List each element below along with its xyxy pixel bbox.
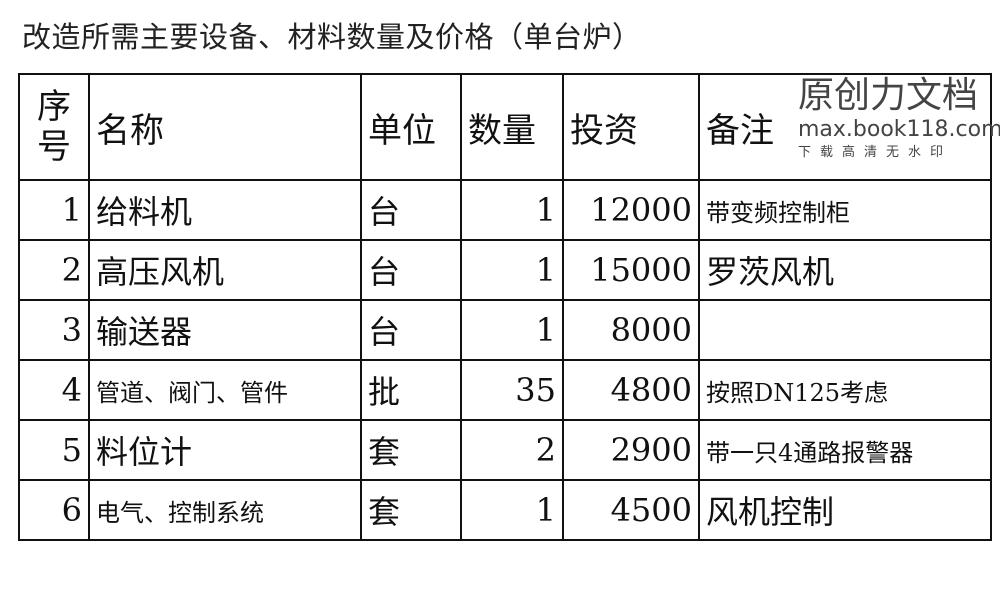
cell-note: 风机控制 (698, 479, 992, 541)
cell-name: 电气、控制系统 (88, 479, 362, 541)
cell-unit: 台 (360, 239, 462, 301)
cell-invest: 4500 (562, 479, 700, 541)
cell-note: 罗茨风机 (698, 239, 992, 301)
cell-invest: 15000 (562, 239, 700, 301)
cell-invest: 2900 (562, 419, 700, 481)
cell-seq: 5 (18, 419, 90, 481)
cell-note (698, 299, 992, 361)
cell-name: 输送器 (88, 299, 362, 361)
cell-unit: 台 (360, 299, 462, 361)
watermark-logo: 原创力文档 max.book118.com 下载高清无水印 (798, 75, 1000, 160)
header-note: 备注 (698, 73, 992, 181)
cell-unit: 套 (360, 479, 462, 541)
cell-qty: 1 (460, 179, 564, 241)
header-invest: 投资 (562, 73, 700, 181)
header-qty: 数量 (460, 73, 564, 181)
cell-seq: 3 (18, 299, 90, 361)
table-row: 4 管道、阀门、管件批 35 4800 按照DN125考虑 (18, 359, 992, 421)
cell-name: 高压风机 (88, 239, 362, 301)
cell-name: 给料机 (88, 179, 362, 241)
table-row: 6 电气、控制系统套 1 4500 风机控制 (18, 479, 992, 541)
cell-qty: 35 (460, 359, 564, 421)
cell-note: 按照DN125考虑 (698, 359, 992, 421)
cell-unit: 批 (360, 359, 462, 421)
table-row: 2 高压风机台 1 15000 罗茨风机 (18, 239, 992, 301)
cell-qty: 1 (460, 299, 564, 361)
header-seq: 序号 (18, 73, 90, 181)
cell-unit: 套 (360, 419, 462, 481)
document-title: 改造所需主要设备、材料数量及价格（单台炉） (22, 20, 642, 54)
cell-seq: 2 (18, 239, 90, 301)
table-header-row: 序号 名称 单位 数量 投资 备注 (18, 73, 992, 181)
cell-invest: 4800 (562, 359, 700, 421)
cell-seq: 6 (18, 479, 90, 541)
cell-note: 带变频控制柜 (698, 179, 992, 241)
table-row: 5 料位计套 2 2900 带一只4通路报警器 (18, 419, 992, 481)
cell-seq: 4 (18, 359, 90, 421)
header-unit: 单位 (360, 73, 462, 181)
cell-unit: 台 (360, 179, 462, 241)
cell-invest: 12000 (562, 179, 700, 241)
header-name: 名称 (88, 73, 362, 181)
table-row: 1 给料机台 1 12000 带变频控制柜 (18, 179, 992, 241)
cell-qty: 1 (460, 239, 564, 301)
equipment-table: 序号 名称 单位 数量 投资 备注 1 给料机台 1 12000 带变频控制柜 2 高压风机… (18, 73, 992, 541)
cell-name: 料位计 (88, 419, 362, 481)
cell-name: 管道、阀门、管件 (88, 359, 362, 421)
cell-invest: 8000 (562, 299, 700, 361)
cell-seq: 1 (18, 179, 90, 241)
cell-note: 带一只4通路报警器 (698, 419, 992, 481)
cell-qty: 2 (460, 419, 564, 481)
cell-qty: 1 (460, 479, 564, 541)
table-row: 3 输送器台 1 8000 (18, 299, 992, 361)
